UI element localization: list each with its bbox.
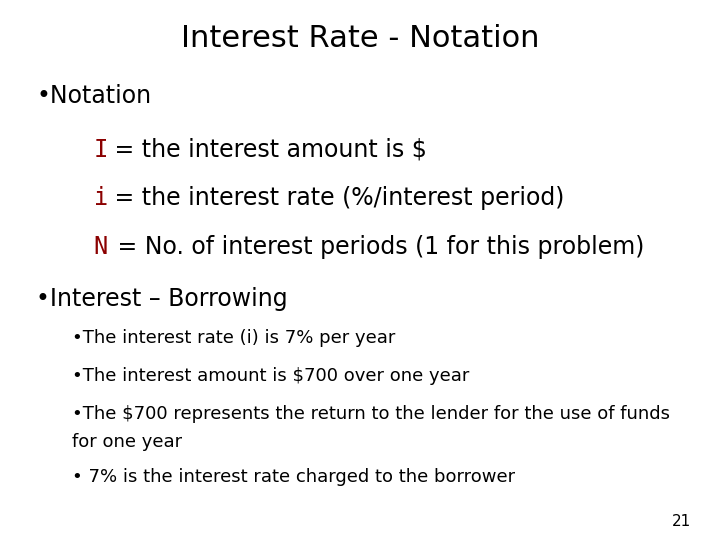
Text: for one year: for one year xyxy=(72,433,182,451)
Text: = No. of interest periods (1 for this problem): = No. of interest periods (1 for this pr… xyxy=(110,235,644,259)
Text: •The interest rate (i) is 7% per year: •The interest rate (i) is 7% per year xyxy=(72,329,395,347)
Text: i: i xyxy=(94,186,108,210)
Text: = the interest amount is $: = the interest amount is $ xyxy=(107,138,426,161)
Text: Interest Rate - Notation: Interest Rate - Notation xyxy=(181,24,539,53)
Text: •The interest amount is $700 over one year: •The interest amount is $700 over one ye… xyxy=(72,367,469,385)
Text: •Notation: •Notation xyxy=(36,84,151,107)
Text: • 7% is the interest rate charged to the borrower: • 7% is the interest rate charged to the… xyxy=(72,468,515,486)
Text: 21: 21 xyxy=(672,514,691,529)
Text: •Interest – Borrowing: •Interest – Borrowing xyxy=(36,287,287,311)
Text: I: I xyxy=(94,138,108,161)
Text: •The $700 represents the return to the lender for the use of funds: •The $700 represents the return to the l… xyxy=(72,405,670,423)
Text: = the interest rate (%/interest period): = the interest rate (%/interest period) xyxy=(107,186,564,210)
Text: N: N xyxy=(94,235,108,259)
